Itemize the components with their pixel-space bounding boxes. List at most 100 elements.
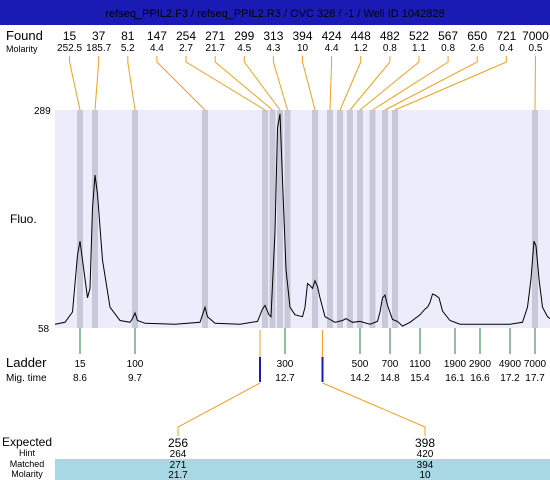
ladder-time-label: 16.1 [445, 373, 465, 384]
found-peak-line [69, 56, 81, 111]
peak-band [382, 110, 388, 328]
found-size-label: 721 [496, 29, 516, 43]
found-molarity-label: 4.4 [325, 43, 339, 54]
expected-size-label: 398 [415, 436, 435, 450]
found-peak-line [127, 56, 136, 111]
ladder-time-label: 14.2 [350, 373, 370, 384]
found-peak-line [156, 56, 206, 111]
found-size-label: 81 [121, 29, 135, 43]
peak-band [337, 110, 343, 328]
found-peak-line [349, 56, 391, 111]
peak-band [77, 110, 83, 328]
found-size-label: 424 [322, 29, 342, 43]
found-molarity-label: 10 [297, 43, 309, 54]
ladder-time-label: 9.7 [128, 373, 142, 384]
found-peak-line [185, 56, 266, 111]
found-peak-line [384, 56, 478, 111]
found-molarity-label: 0.5 [528, 43, 542, 54]
hint-label: Hint [19, 448, 36, 458]
found-size-label: 7000 [522, 29, 549, 43]
ladder-time-label: 17.7 [525, 373, 545, 384]
found-peak-line [302, 56, 316, 111]
peak-band [132, 110, 138, 328]
plot-area [55, 110, 550, 328]
ladder-size-label: 300 [277, 359, 294, 370]
found-peak-line [372, 56, 449, 111]
ladder-time-label: 17.2 [500, 373, 520, 384]
found-size-label: 482 [380, 29, 400, 43]
found-molarity-label: 0.4 [499, 43, 513, 54]
ladder-size-label: 500 [352, 359, 369, 370]
found-peak-line [329, 56, 333, 111]
matched-value: 394 [417, 460, 434, 471]
found-size-label: 299 [234, 29, 254, 43]
ladder-size-label: 1900 [444, 359, 467, 370]
peak-band [277, 110, 283, 328]
ladder-size-label: 15 [74, 359, 86, 370]
ladder-size-label: 4900 [499, 359, 522, 370]
found-size-label: 394 [292, 29, 312, 43]
ladder-size-label: 100 [127, 359, 144, 370]
y-tick-min: 58 [38, 324, 50, 335]
hint-value: 420 [417, 449, 434, 460]
ladder-time-label: 12.7 [275, 373, 295, 384]
chart-title: refseq_PPIL2.F3 / refseq_PPIL2.R3 / OVC … [105, 8, 444, 20]
found-peak-line [243, 56, 281, 111]
found-molarity-label: 5.2 [121, 43, 135, 54]
peak-band [369, 110, 376, 328]
peak-band [92, 110, 98, 328]
found-label: Found [6, 28, 43, 43]
found-molarity-label: 0.8 [383, 43, 397, 54]
peak-band [202, 110, 208, 328]
found-size-label: 254 [176, 29, 196, 43]
fluorescence-trace [54, 113, 550, 327]
expected-size-label: 256 [168, 436, 188, 450]
ladder-time-label: 14.8 [380, 373, 400, 384]
found-size-label: 15 [63, 29, 77, 43]
found-peak-line [214, 56, 273, 111]
mig-time-label: Mig. time [6, 373, 47, 384]
found-peak-line [394, 56, 507, 111]
ladder-size-label: 700 [382, 359, 399, 370]
peak-band [284, 110, 291, 328]
expected-link-lower [322, 382, 426, 436]
found-molarity-label: 1.2 [354, 43, 368, 54]
peak-band [357, 110, 363, 328]
found-size-label: 37 [92, 29, 106, 43]
found-molarity-label: 21.7 [205, 43, 225, 54]
ladder-time-label: 15.4 [410, 373, 430, 384]
matched-value: 271 [170, 460, 187, 471]
peak-band [532, 110, 538, 328]
molarity-value: 21.7 [168, 470, 188, 480]
peak-band [312, 110, 318, 328]
matched-row-highlight [55, 459, 550, 480]
found-size-label: 650 [467, 29, 487, 43]
expected-label: Expected [2, 435, 52, 449]
found-peak-line [272, 56, 288, 111]
ladder-size-label: 7000 [524, 359, 547, 370]
peak-band [327, 110, 333, 328]
found-molarity-label: 252.5 [57, 43, 82, 54]
ladder-time-label: 16.6 [470, 373, 490, 384]
molarity-label: Molarity [6, 44, 38, 54]
found-size-label: 448 [351, 29, 371, 43]
found-size-label: 313 [263, 29, 283, 43]
molarity-bottom-label: Molarity [11, 469, 43, 479]
found-molarity-label: 2.7 [179, 43, 193, 54]
found-size-label: 522 [409, 29, 429, 43]
found-molarity-label: 185.7 [86, 43, 111, 54]
fluo-label: Fluo. [10, 212, 37, 226]
found-molarity-label: 1.1 [412, 43, 426, 54]
ladder-size-label: 2900 [469, 359, 492, 370]
peak-band [262, 110, 268, 328]
found-molarity-label: 0.8 [441, 43, 455, 54]
found-peak-line [339, 56, 362, 111]
peak-band [347, 110, 353, 328]
title-bar [0, 0, 550, 25]
found-molarity-label: 4.5 [237, 43, 251, 54]
molarity-value: 10 [419, 470, 431, 480]
expected-link-lower [177, 382, 261, 436]
ladder-label: Ladder [6, 355, 47, 370]
found-molarity-label: 4.3 [266, 43, 280, 54]
